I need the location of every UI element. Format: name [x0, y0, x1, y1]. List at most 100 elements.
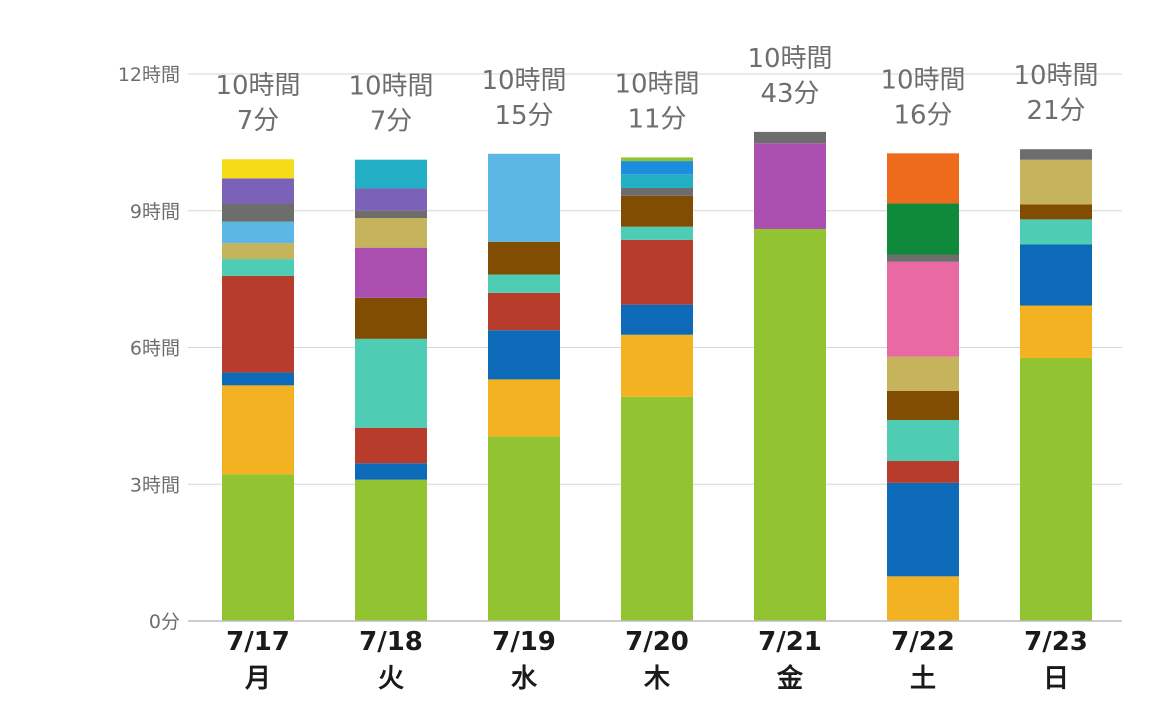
- bar-segment: [355, 247, 427, 298]
- x-tick-date: 7/20: [625, 627, 689, 657]
- bar-segment: [887, 576, 959, 621]
- bar-segment: [887, 390, 959, 420]
- y-tick-label: 12時間: [118, 64, 180, 86]
- bar-segment: [621, 161, 693, 175]
- bar-segment: [887, 482, 959, 577]
- x-tick-weekday: 月: [244, 664, 271, 694]
- x-tick-date: 7/23: [1024, 627, 1088, 657]
- bar-segment: [488, 292, 560, 331]
- bar-segment: [222, 474, 294, 621]
- bar-segment: [621, 334, 693, 397]
- bar-total-hours: 10時間: [348, 72, 433, 102]
- bar-segment: [222, 243, 294, 260]
- bar-stack-7-18: [355, 159, 427, 621]
- bar-segment: [887, 461, 959, 483]
- bar-segment: [355, 297, 427, 339]
- x-tick-weekday: 火: [378, 664, 404, 694]
- bar-segment: [222, 385, 294, 475]
- bar-segment: [621, 157, 693, 162]
- bar-stack-7-21: [754, 131, 826, 621]
- bar-segment: [222, 372, 294, 386]
- bar-total-minutes: 11分: [627, 104, 686, 134]
- bar-segment: [887, 261, 959, 357]
- bar-segment: [754, 131, 826, 144]
- y-axis-tick-labels: 0分 3時間 6時間 9時間 12時間: [118, 64, 180, 633]
- bar-segment: [1020, 305, 1092, 358]
- bar-total-minutes: 15分: [494, 101, 553, 131]
- bar-segment: [222, 159, 294, 179]
- bar-segment: [1020, 357, 1092, 621]
- x-tick-weekday: 金: [776, 663, 804, 694]
- bar-segment: [222, 178, 294, 204]
- bar-segment: [355, 159, 427, 189]
- bar-segment: [355, 463, 427, 480]
- bar-segment: [621, 396, 693, 621]
- bar-segment: [488, 241, 560, 275]
- bar-stack-7-20: [621, 157, 693, 621]
- bar-total-hours: 10時間: [215, 71, 300, 101]
- bar-segment: [222, 221, 294, 244]
- bar-segment: [488, 379, 560, 437]
- bar-segment: [621, 304, 693, 335]
- bar-segment: [754, 143, 826, 229]
- bar-segment: [887, 254, 959, 262]
- bar-total-hours: 10時間: [880, 65, 965, 95]
- bar-segment: [887, 153, 959, 204]
- bar-segment: [355, 427, 427, 464]
- x-tick-weekday: 日: [1043, 664, 1069, 694]
- x-tick-date: 7/19: [492, 627, 556, 657]
- bars: [222, 131, 1092, 621]
- y-tick-label: 9時間: [130, 201, 180, 223]
- bar-segment: [488, 330, 560, 380]
- bar-segment: [621, 226, 693, 240]
- bar-segment: [1020, 149, 1092, 160]
- bar-segment: [222, 275, 294, 373]
- y-tick-label: 6時間: [130, 338, 180, 360]
- bar-segment: [621, 187, 693, 196]
- bar-segment: [1020, 219, 1092, 245]
- bar-segment: [222, 259, 294, 276]
- bar-segment: [621, 195, 693, 227]
- x-tick-weekday: 水: [511, 664, 538, 694]
- bar-segment: [621, 239, 693, 305]
- bar-segment: [1020, 204, 1092, 220]
- bar-stack-7-17: [222, 159, 294, 621]
- bar-segment: [621, 174, 693, 188]
- bar-stack-7-22: [887, 153, 959, 621]
- bar-segment: [355, 338, 427, 428]
- bar-segment: [1020, 244, 1092, 306]
- x-tick-date: 7/17: [226, 627, 290, 657]
- bar-total-hours: 10時間: [481, 66, 566, 96]
- bar-stack-7-19: [488, 153, 560, 621]
- y-tick-label: 0分: [149, 611, 180, 633]
- bar-segment: [355, 479, 427, 621]
- x-axis-tick-labels: 7/17 月 7/18 火 7/19 水 7/20 木 7/21 金 7/22 土 7/23 日: [226, 627, 1088, 694]
- bar-total-hours: 10時間: [614, 69, 699, 99]
- y-tick-label: 3時間: [130, 474, 180, 496]
- bar-segment: [355, 188, 427, 211]
- x-tick-date: 7/18: [359, 627, 423, 657]
- bar-segment: [887, 356, 959, 391]
- x-tick-weekday: 木: [643, 664, 670, 694]
- bar-total-hours: 10時間: [1013, 61, 1098, 91]
- bar-segment: [355, 218, 427, 248]
- bar-segment: [887, 203, 959, 255]
- bar-segment: [1020, 159, 1092, 205]
- bar-segment: [488, 436, 560, 621]
- bar-segment: [355, 210, 427, 219]
- bar-segment: [887, 419, 959, 462]
- x-tick-date: 7/21: [758, 627, 822, 657]
- bar-total-minutes: 21分: [1026, 96, 1085, 126]
- bar-total-hours: 10時間: [747, 44, 832, 74]
- bar-segment: [754, 228, 826, 621]
- bar-total-labels: 10時間 7分 10時間 7分 10時間 15分 10時間 11分 10時間 43分 10時間 16分…: [215, 44, 1098, 137]
- bar-stack-7-23: [1020, 149, 1092, 621]
- x-tick-date: 7/22: [891, 627, 955, 657]
- bar-segment: [488, 153, 560, 242]
- bar-segment: [488, 274, 560, 293]
- bar-total-minutes: 16分: [893, 100, 952, 130]
- bar-total-minutes: 7分: [237, 106, 280, 136]
- bar-total-minutes: 7分: [370, 107, 413, 137]
- bar-segment: [222, 203, 294, 222]
